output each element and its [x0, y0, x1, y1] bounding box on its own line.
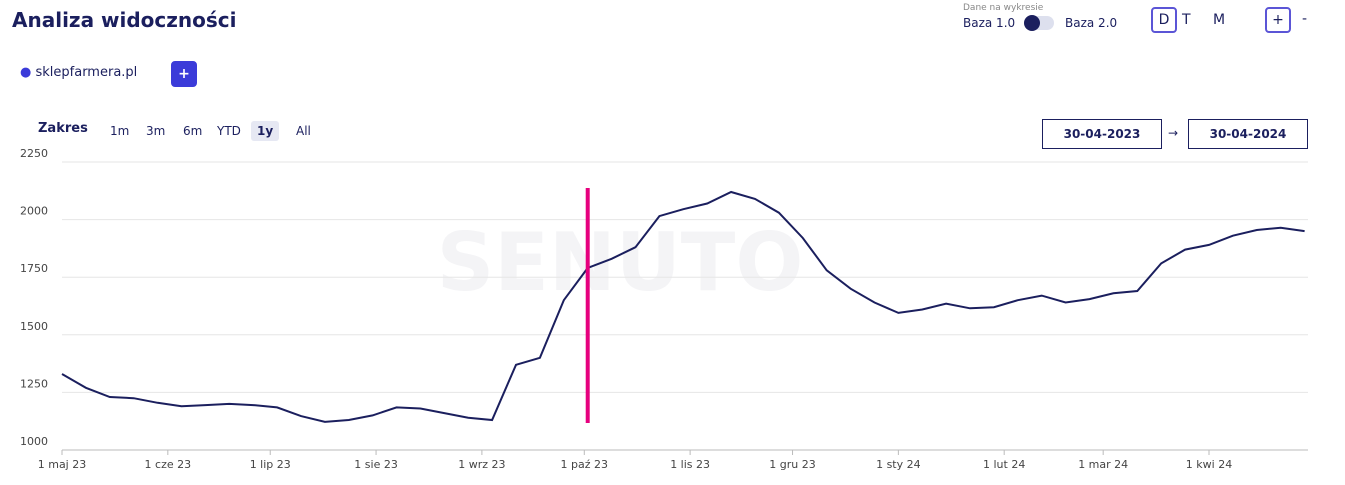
range-option[interactable]: All: [296, 124, 311, 138]
x-tick-label: 1 lip 23: [250, 458, 291, 471]
line-series: [61, 190, 1305, 423]
base-left[interactable]: Baza 1.0: [963, 16, 1016, 30]
range-option[interactable]: 6m: [183, 124, 203, 138]
y-tick-label: 1750: [20, 262, 48, 275]
base-right[interactable]: Baza 2.0: [1065, 16, 1118, 30]
x-tick-label: 1 gru 23: [769, 458, 815, 471]
x-tick-label: 1 mar 24: [1078, 458, 1128, 471]
arrow: →: [1168, 126, 1179, 140]
x-tick-label: 1 wrz 23: [458, 458, 505, 471]
x-tick-label: 1 maj 23: [38, 458, 87, 471]
granularity-option[interactable]: D: [1151, 7, 1177, 33]
y-tick-label: 2000: [20, 205, 48, 218]
granularity-option[interactable]: M: [1213, 12, 1226, 28]
zoom-in[interactable]: +: [1265, 7, 1291, 33]
x-tick-label: 1 cze 23: [145, 458, 192, 471]
y-tick-label: 1000: [20, 435, 48, 448]
x-tick-label: 1 paź 23: [561, 458, 609, 471]
y-tick-label: 2250: [20, 147, 48, 160]
y-tick-label: 1500: [20, 320, 48, 333]
add-domain[interactable]: +: [171, 61, 197, 87]
page-title: Analiza widoczności: [12, 8, 237, 32]
range-label: Zakres: [38, 121, 88, 136]
x-tick-label: 1 sie 23: [354, 458, 398, 471]
zoom-out[interactable]: -: [1302, 11, 1308, 27]
x-tick-label: 1 sty 24: [876, 458, 921, 471]
toggle[interactable]: [1024, 15, 1054, 31]
x-tick-label: 1 lut 24: [983, 458, 1025, 471]
y-tick-label: 1250: [20, 377, 48, 390]
range-option[interactable]: 1y: [251, 121, 280, 141]
granularity-option[interactable]: T: [1182, 12, 1191, 28]
date-from[interactable]: 30-04-2023: [1042, 119, 1162, 149]
legend-item[interactable]: ● sklepfarmera.pl: [20, 65, 138, 80]
range-option[interactable]: 1m: [110, 124, 130, 138]
range-option[interactable]: YTD: [217, 124, 241, 138]
data-label: Dane na wykresie: [963, 3, 1044, 13]
x-tick-label: 1 kwi 24: [1186, 458, 1232, 471]
x-tick-label: 1 lis 23: [670, 458, 710, 471]
legend-label: sklepfarmera.pl: [35, 65, 138, 80]
range-option[interactable]: 3m: [146, 124, 166, 138]
date-to[interactable]: 30-04-2024: [1188, 119, 1308, 149]
watermark: SENUTO: [437, 216, 804, 309]
